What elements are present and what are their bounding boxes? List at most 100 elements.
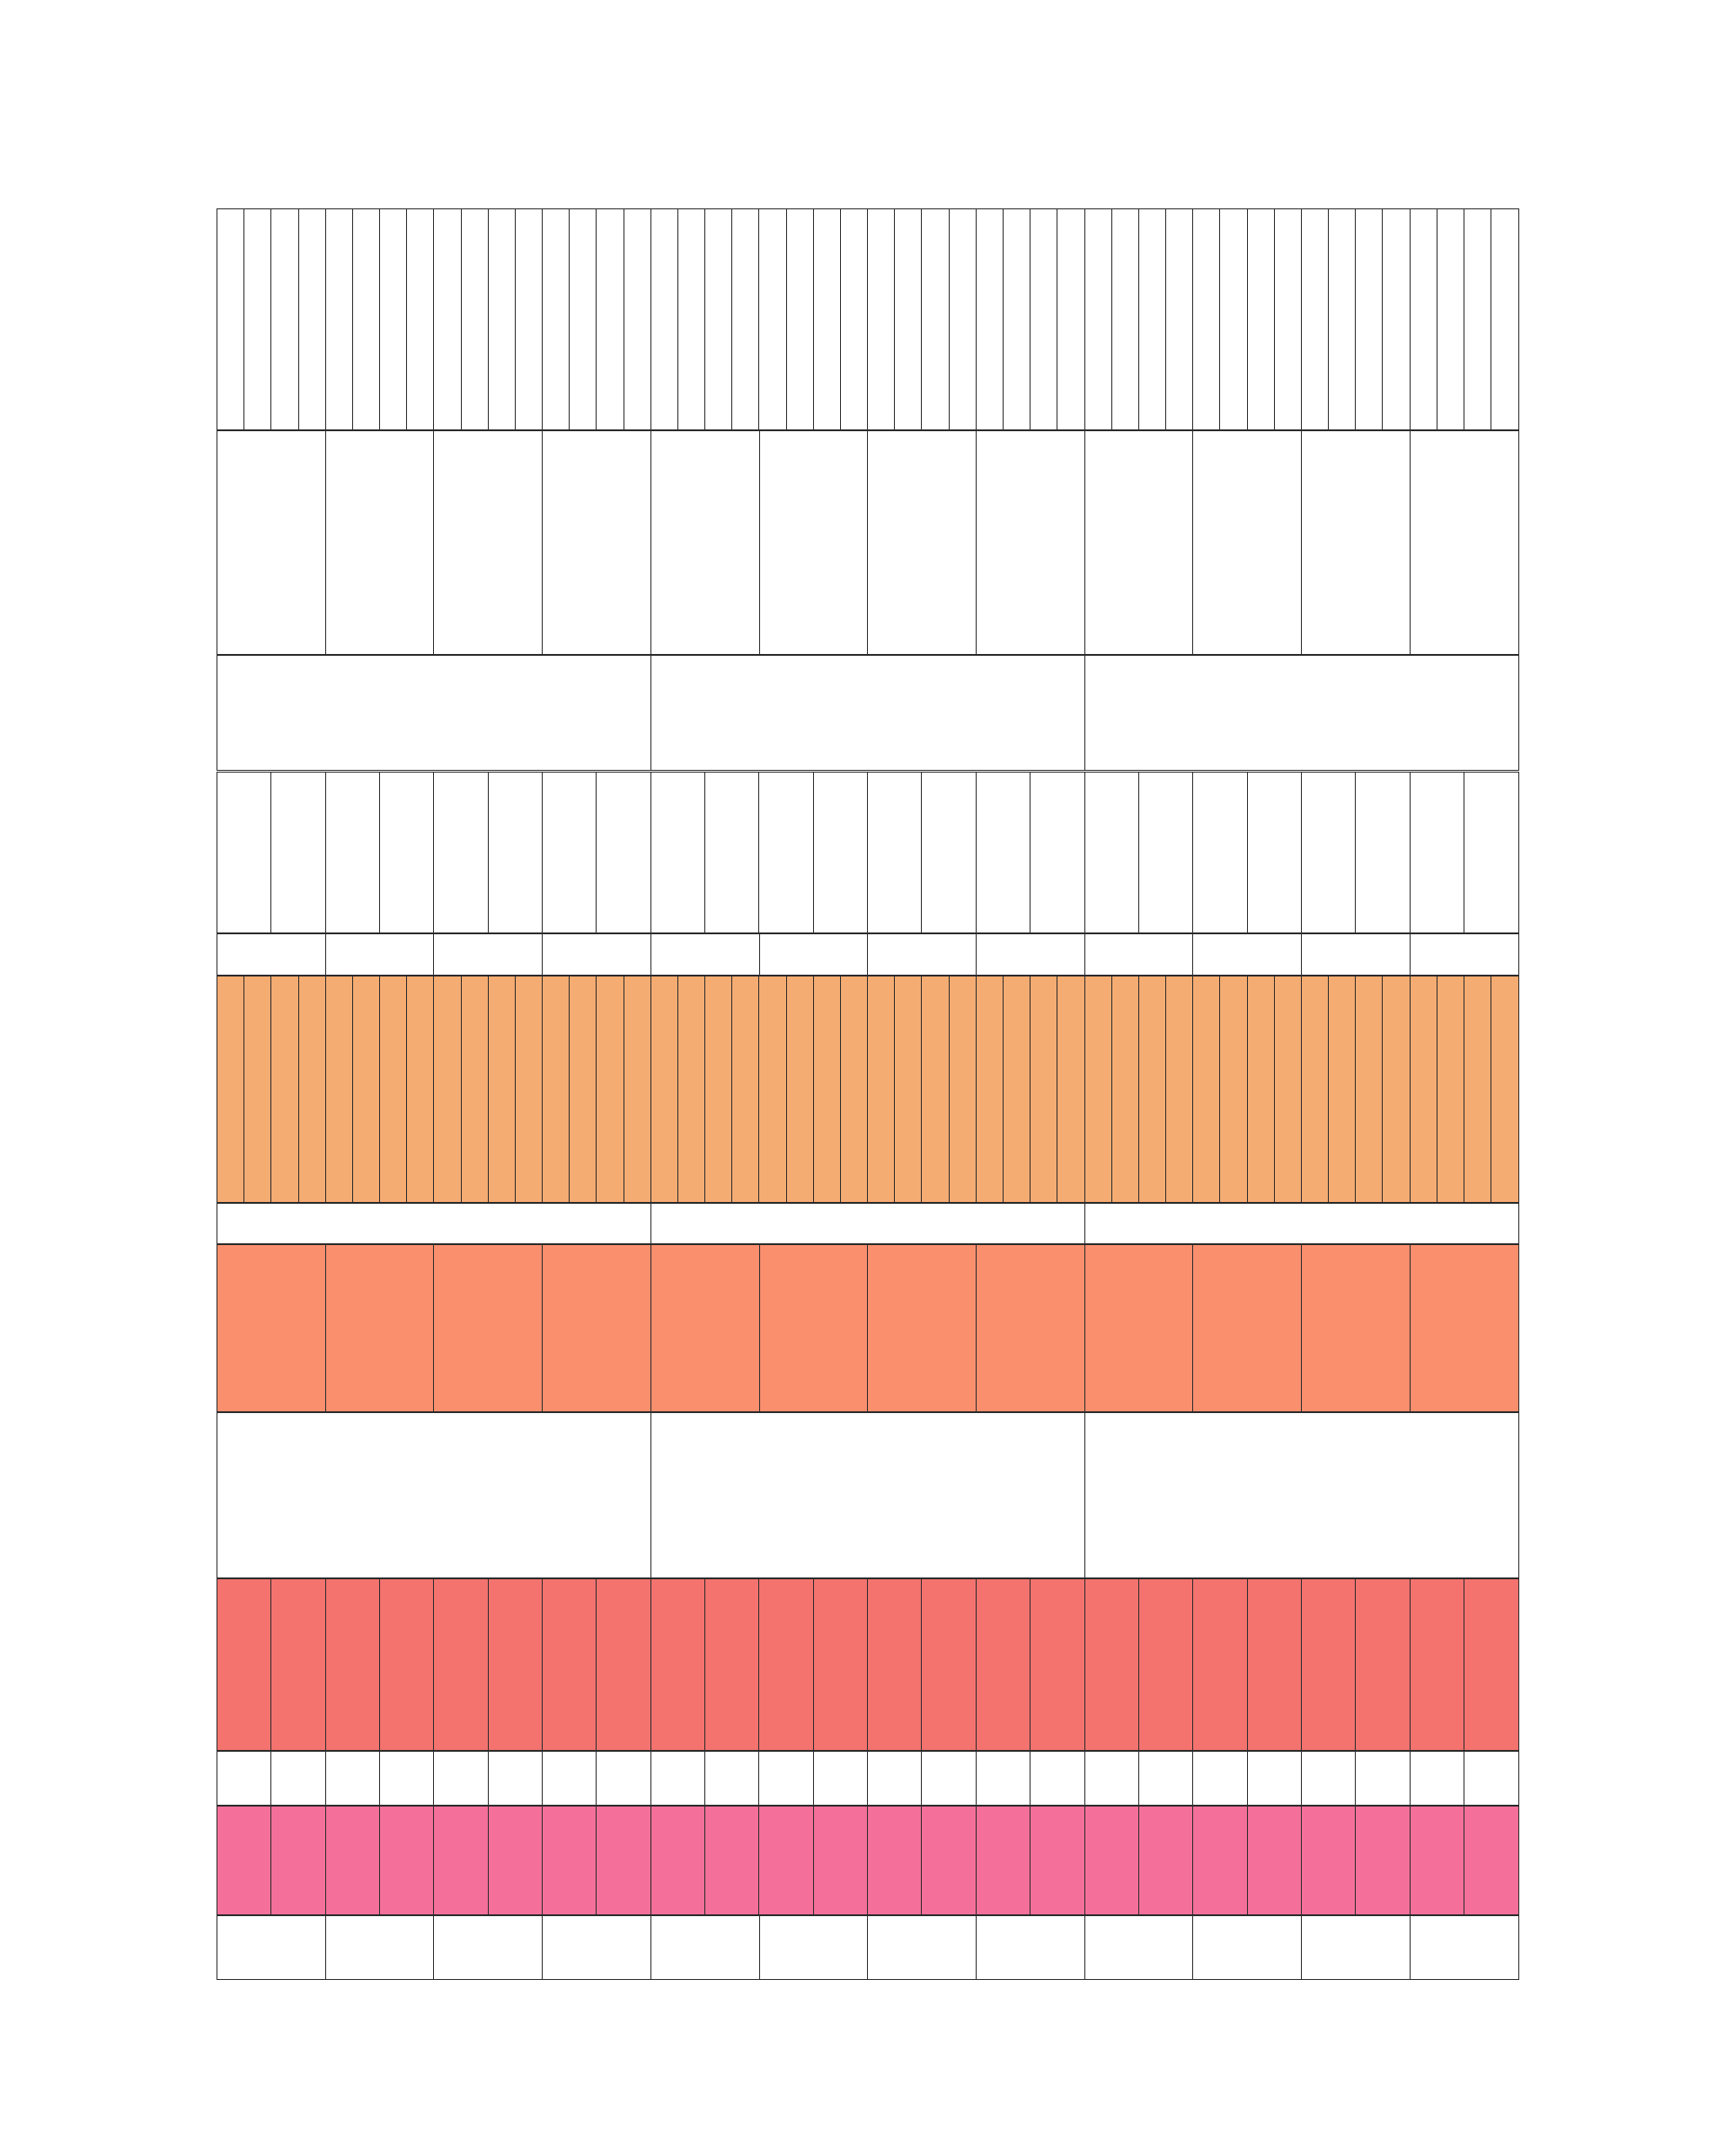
mosaic-cell[interactable] <box>433 1578 490 1752</box>
mosaic-cell[interactable] <box>650 430 761 655</box>
mosaic-cell[interactable] <box>324 976 354 1203</box>
mosaic-cell[interactable] <box>1246 1578 1303 1752</box>
mosaic-cell[interactable] <box>1355 1578 1411 1752</box>
mosaic-cell[interactable] <box>975 1244 1086 1413</box>
mosaic-cell[interactable] <box>812 976 842 1203</box>
mosaic-cell[interactable] <box>379 771 435 934</box>
mosaic-cell[interactable] <box>1084 1751 1140 1806</box>
mosaic-cell[interactable] <box>217 1578 272 1752</box>
mosaic-cell[interactable] <box>731 976 761 1203</box>
mosaic-cell[interactable] <box>867 976 896 1203</box>
mosaic-cell[interactable] <box>867 1915 978 1980</box>
mosaic-cell[interactable] <box>297 208 327 431</box>
mosaic-cell[interactable] <box>1491 208 1519 431</box>
mosaic-cell[interactable] <box>217 430 327 655</box>
mosaic-cell[interactable] <box>1436 976 1465 1203</box>
mosaic-cell[interactable] <box>731 208 761 431</box>
mosaic-cell[interactable] <box>650 654 1086 772</box>
mosaic-cell[interactable] <box>351 208 381 431</box>
mosaic-cell[interactable] <box>1301 1915 1411 1980</box>
mosaic-cell[interactable] <box>704 1805 761 1916</box>
mosaic-cell[interactable] <box>758 1244 869 1413</box>
mosaic-cell[interactable] <box>1192 771 1249 934</box>
mosaic-cell[interactable] <box>785 208 815 431</box>
mosaic-cell[interactable] <box>867 1805 924 1916</box>
mosaic-cell[interactable] <box>758 976 788 1203</box>
mosaic-cell[interactable] <box>569 976 597 1203</box>
mosaic-cell[interactable] <box>1409 1805 1465 1916</box>
mosaic-cell[interactable] <box>270 208 300 431</box>
mosaic-cell[interactable] <box>1030 976 1058 1203</box>
mosaic-cell[interactable] <box>379 976 408 1203</box>
mosaic-cell[interactable] <box>704 208 733 431</box>
mosaic-cell[interactable] <box>1328 208 1357 431</box>
mosaic-cell[interactable] <box>1084 208 1113 431</box>
mosaic-cell[interactable] <box>217 771 272 934</box>
mosaic-cell[interactable] <box>758 1805 815 1916</box>
mosaic-cell[interactable] <box>1084 654 1519 772</box>
mosaic-cell[interactable] <box>1300 1578 1357 1752</box>
mosaic-cell[interactable] <box>297 976 327 1203</box>
mosaic-cell[interactable] <box>1192 976 1221 1203</box>
mosaic-cell[interactable] <box>921 771 978 934</box>
mosaic-cell[interactable] <box>1137 1578 1194 1752</box>
mosaic-cell[interactable] <box>1355 208 1384 431</box>
mosaic-cell[interactable] <box>921 1751 978 1806</box>
mosaic-cell[interactable] <box>1192 1915 1303 1980</box>
mosaic-cell[interactable] <box>650 1805 706 1916</box>
mosaic-cell[interactable] <box>704 771 761 934</box>
mosaic-cell[interactable] <box>487 976 517 1203</box>
mosaic-cell[interactable] <box>1436 208 1465 431</box>
mosaic-cell[interactable] <box>650 1751 706 1806</box>
mosaic-cell[interactable] <box>975 1805 1031 1916</box>
mosaic-cell[interactable] <box>1246 771 1303 934</box>
mosaic-cell[interactable] <box>351 976 381 1203</box>
mosaic-cell[interactable] <box>1165 976 1194 1203</box>
mosaic-cell[interactable] <box>569 208 597 431</box>
mosaic-cell[interactable] <box>1084 430 1194 655</box>
mosaic-cell[interactable] <box>1165 208 1194 431</box>
mosaic-cell[interactable] <box>867 933 978 976</box>
mosaic-cell[interactable] <box>1409 208 1438 431</box>
mosaic-cell[interactable] <box>975 976 1004 1203</box>
mosaic-cell[interactable] <box>1192 1578 1249 1752</box>
mosaic-cell[interactable] <box>867 771 924 934</box>
mosaic-cell[interactable] <box>1409 1578 1465 1752</box>
mosaic-cell[interactable] <box>704 1751 761 1806</box>
mosaic-cell[interactable] <box>839 208 869 431</box>
mosaic-cell[interactable] <box>1300 1805 1357 1916</box>
mosaic-cell[interactable] <box>324 1805 381 1916</box>
mosaic-cell[interactable] <box>975 1915 1086 1980</box>
mosaic-cell[interactable] <box>1030 771 1086 934</box>
mosaic-cell[interactable] <box>217 208 245 431</box>
mosaic-cell[interactable] <box>1273 208 1303 431</box>
mosaic-cell[interactable] <box>1246 208 1276 431</box>
mosaic-cell[interactable] <box>975 208 1004 431</box>
mosaic-cell[interactable] <box>1192 1244 1303 1413</box>
mosaic-cell[interactable] <box>812 208 842 431</box>
mosaic-cell[interactable] <box>217 1202 652 1245</box>
mosaic-cell[interactable] <box>1084 1244 1194 1413</box>
mosaic-cell[interactable] <box>1084 1578 1140 1752</box>
mosaic-cell[interactable] <box>650 1202 1086 1245</box>
mosaic-cell[interactable] <box>1463 771 1519 934</box>
mosaic-cell[interactable] <box>921 1578 978 1752</box>
mosaic-cell[interactable] <box>433 933 544 976</box>
mosaic-cell[interactable] <box>433 1244 544 1413</box>
mosaic-cell[interactable] <box>433 771 490 934</box>
mosaic-cell[interactable] <box>1030 1578 1086 1752</box>
mosaic-cell[interactable] <box>406 976 435 1203</box>
mosaic-cell[interactable] <box>433 1805 490 1916</box>
mosaic-cell[interactable] <box>460 976 490 1203</box>
mosaic-cell[interactable] <box>324 1915 435 1980</box>
mosaic-cell[interactable] <box>758 771 815 934</box>
mosaic-cell[interactable] <box>1002 208 1031 431</box>
mosaic-cell[interactable] <box>324 1751 381 1806</box>
mosaic-cell[interactable] <box>1409 1751 1465 1806</box>
mosaic-cell[interactable] <box>1301 430 1411 655</box>
mosaic-cell[interactable] <box>270 1578 327 1752</box>
mosaic-cell[interactable] <box>1300 976 1330 1203</box>
mosaic-cell[interactable] <box>487 1751 544 1806</box>
mosaic-cell[interactable] <box>324 1578 381 1752</box>
mosaic-cell[interactable] <box>812 1751 869 1806</box>
